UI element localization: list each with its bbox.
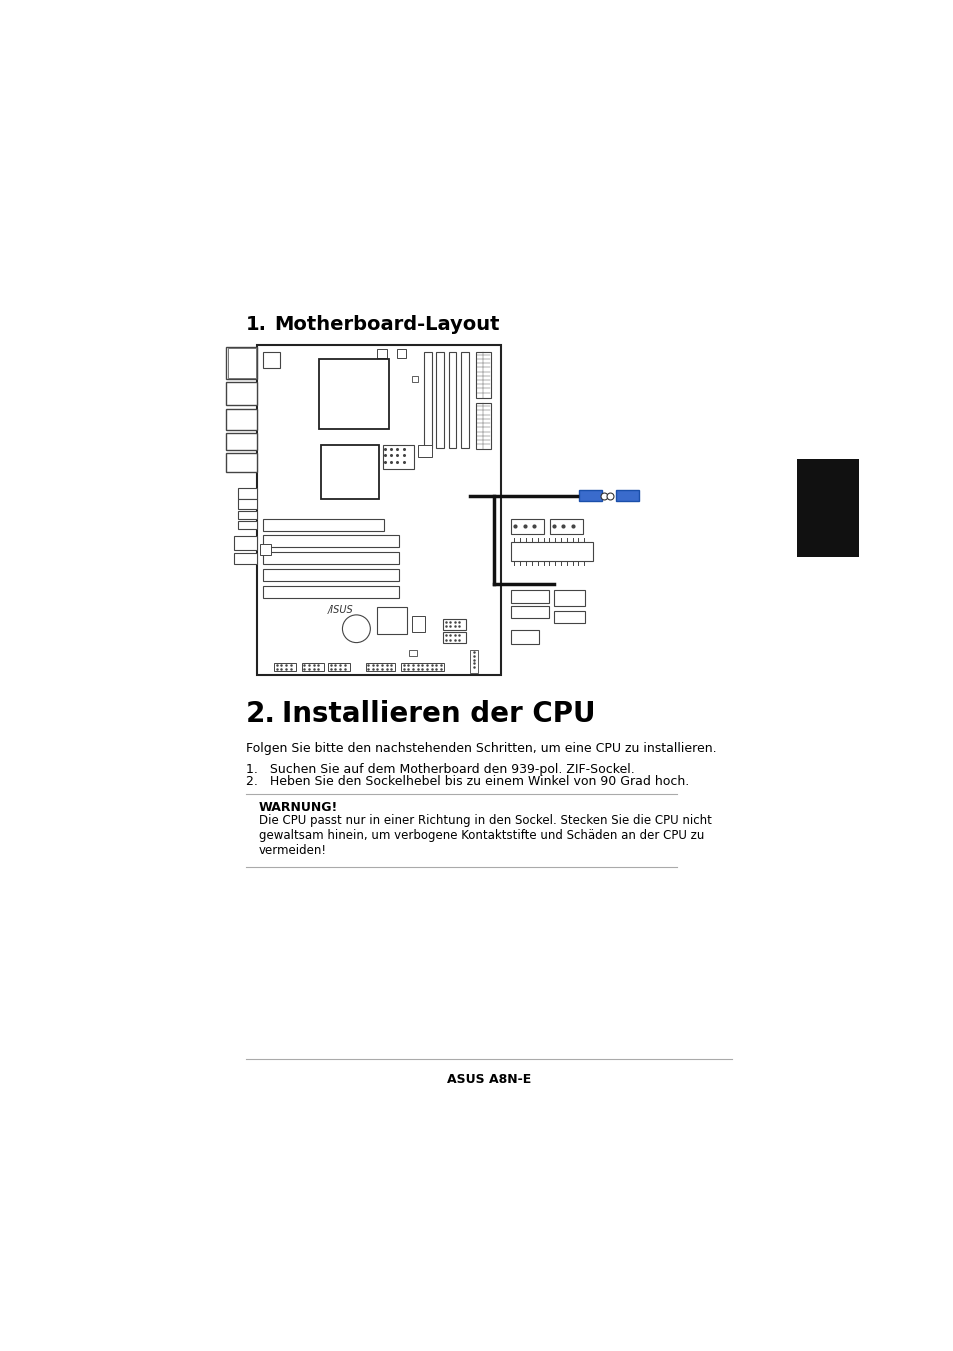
Bar	[263, 551, 398, 565]
Text: 1.   Suchen Sie auf dem Motherboard den 939-pol. ZIF-Sockel.: 1. Suchen Sie auf dem Motherboard den 93…	[245, 763, 634, 775]
Bar	[460, 351, 468, 447]
Bar	[263, 535, 398, 547]
Bar	[511, 519, 543, 534]
Bar	[797, 458, 858, 557]
Text: 1.: 1.	[245, 315, 266, 334]
Bar	[550, 519, 582, 534]
Bar	[401, 663, 443, 671]
Text: Motherboard-Layout: Motherboard-Layout	[274, 315, 499, 334]
Bar	[443, 632, 466, 643]
Bar	[237, 500, 257, 508]
Bar	[443, 619, 466, 630]
Text: /ISUS: /ISUS	[328, 605, 354, 615]
Bar	[260, 544, 271, 555]
Bar	[412, 376, 418, 382]
Bar	[365, 663, 395, 671]
Bar	[476, 351, 491, 397]
Bar	[511, 590, 548, 603]
Bar	[237, 511, 257, 519]
Bar	[396, 349, 406, 358]
Text: Die CPU passt nur in einer Richtung in den Sockel. Stecken Sie die CPU nicht
gew: Die CPU passt nur in einer Richtung in d…	[258, 813, 711, 857]
Bar	[377, 607, 406, 634]
Bar	[554, 611, 584, 623]
Bar	[409, 650, 416, 655]
Bar	[511, 605, 548, 617]
Bar	[436, 351, 443, 447]
Text: Folgen Sie bitte den nachstehenden Schritten, um eine CPU zu installieren.: Folgen Sie bitte den nachstehenden Schri…	[245, 742, 716, 755]
Text: 2.: 2.	[245, 700, 275, 728]
Bar	[423, 351, 431, 447]
Bar	[263, 569, 398, 581]
Bar	[263, 519, 383, 531]
Bar	[554, 590, 584, 605]
Circle shape	[342, 615, 370, 643]
Text: 2.   Heben Sie den Sockelhebel bis zu einem Winkel von 90 Grad hoch.: 2. Heben Sie den Sockelhebel bis zu eine…	[245, 775, 688, 788]
Bar	[237, 488, 257, 499]
Bar	[274, 663, 295, 671]
Bar	[233, 536, 257, 550]
Bar	[319, 359, 389, 428]
Bar	[263, 351, 280, 369]
Bar	[226, 434, 257, 450]
Bar	[511, 542, 592, 561]
Bar	[257, 346, 500, 676]
Bar	[302, 663, 323, 671]
Bar	[511, 631, 537, 644]
Bar	[226, 453, 257, 473]
Bar	[418, 446, 432, 457]
Bar	[476, 403, 491, 450]
Bar	[448, 351, 456, 447]
Text: ASUS A8N-E: ASUS A8N-E	[446, 1073, 531, 1086]
Bar	[470, 650, 477, 673]
Bar	[263, 585, 398, 598]
Bar	[377, 349, 386, 358]
Bar	[226, 408, 257, 430]
Bar	[226, 347, 257, 380]
Bar	[226, 382, 257, 405]
Bar	[616, 490, 639, 501]
Bar	[233, 554, 257, 565]
Bar	[237, 521, 257, 528]
Bar	[228, 349, 255, 378]
Text: Installieren der CPU: Installieren der CPU	[282, 700, 595, 728]
Bar	[328, 663, 350, 671]
Bar	[412, 616, 424, 632]
Bar	[320, 446, 378, 500]
Bar	[382, 446, 414, 469]
Bar	[578, 490, 601, 501]
Text: WARNUNG!: WARNUNG!	[258, 801, 337, 815]
